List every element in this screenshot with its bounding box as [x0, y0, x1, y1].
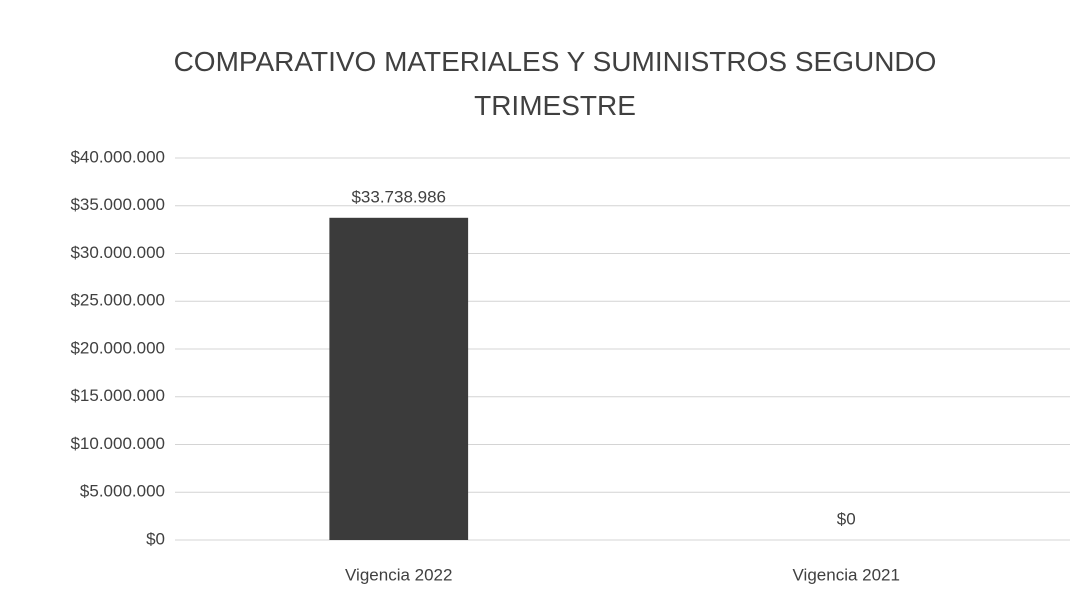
x-tick-label: Vigencia 2022	[345, 565, 452, 584]
y-tick-label: $10.000.000	[70, 434, 165, 453]
data-label: $0	[837, 509, 856, 528]
y-tick-label: $5.000.000	[80, 482, 165, 501]
y-tick-label: $30.000.000	[70, 243, 165, 262]
y-tick-label: $20.000.000	[70, 338, 165, 357]
bar	[329, 217, 469, 541]
y-tick-label: $35.000.000	[70, 195, 165, 214]
y-tick-label: $15.000.000	[70, 386, 165, 405]
chart-title: COMPARATIVO MATERIALES Y SUMINISTROS SEG…	[173, 46, 937, 121]
y-tick-label: $25.000.000	[70, 291, 165, 310]
y-tick-label: $40.000.000	[70, 147, 165, 166]
y-tick-label: $0	[146, 529, 165, 548]
data-label: $33.738.986	[351, 187, 446, 206]
x-tick-label: Vigencia 2021	[793, 565, 900, 584]
